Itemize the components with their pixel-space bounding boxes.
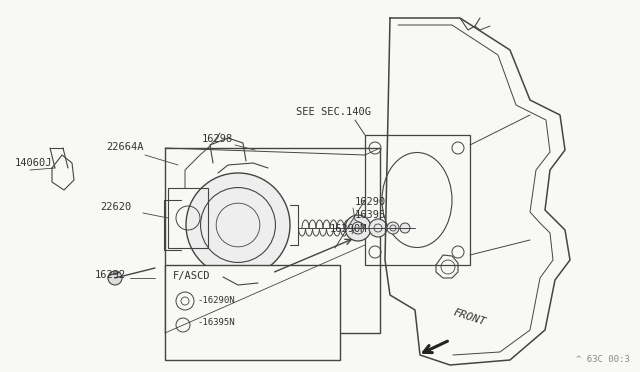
Text: 22620: 22620: [100, 202, 131, 212]
Circle shape: [387, 222, 399, 234]
Text: 22664A: 22664A: [106, 142, 143, 152]
Text: SEE SEC.140G: SEE SEC.140G: [296, 107, 371, 117]
Circle shape: [108, 271, 122, 285]
Text: 16292: 16292: [95, 270, 126, 280]
Circle shape: [345, 215, 371, 241]
Text: -16395N: -16395N: [197, 318, 235, 327]
Text: 16290: 16290: [355, 197, 387, 207]
Text: F/ASCD: F/ASCD: [173, 271, 211, 281]
Text: 16395: 16395: [355, 210, 387, 220]
Circle shape: [369, 219, 387, 237]
Circle shape: [186, 173, 290, 277]
Circle shape: [400, 223, 410, 233]
Text: -16290N: -16290N: [197, 296, 235, 305]
Text: FRONT: FRONT: [452, 307, 487, 327]
Bar: [168, 188, 208, 248]
Bar: [365, 135, 470, 265]
Bar: [165, 148, 380, 333]
Text: ^ 63C 00:3: ^ 63C 00:3: [576, 355, 630, 364]
Text: 14060J: 14060J: [15, 158, 52, 168]
Bar: [165, 265, 340, 360]
Text: 16290M: 16290M: [330, 224, 367, 234]
Text: 16298: 16298: [202, 134, 233, 144]
